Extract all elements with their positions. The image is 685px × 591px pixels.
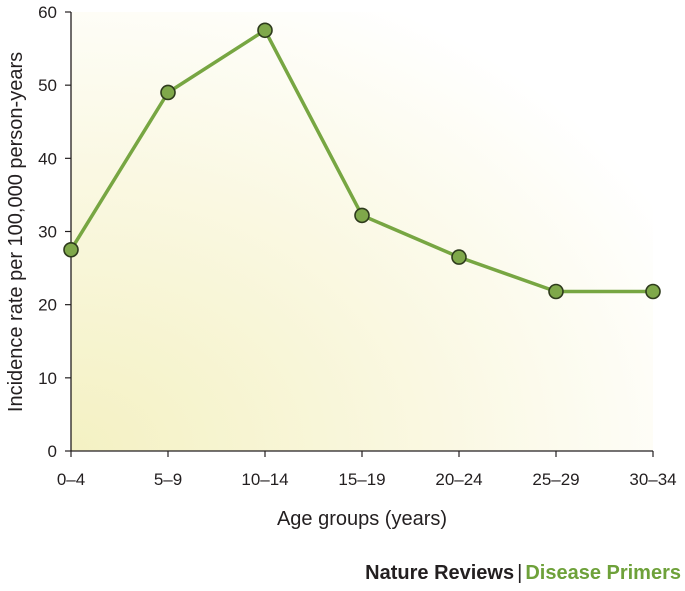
publisher-credit: Nature Reviews | Disease Primers bbox=[365, 562, 681, 585]
y-tick-label: 50 bbox=[38, 76, 57, 95]
y-tick-label: 20 bbox=[38, 296, 57, 315]
data-point bbox=[257, 22, 273, 39]
data-point bbox=[548, 283, 564, 300]
data-point bbox=[63, 241, 79, 258]
plot-background bbox=[71, 12, 653, 451]
y-tick-label: 40 bbox=[38, 149, 57, 168]
y-tick-label: 0 bbox=[48, 442, 57, 461]
y-tick-label: 30 bbox=[38, 223, 57, 242]
x-tick-label: 5–9 bbox=[154, 470, 182, 489]
x-axis-title: Age groups (years) bbox=[277, 508, 447, 530]
data-point bbox=[645, 283, 661, 300]
x-axis-ticks: 0–4 5–9 10–14 15–19 20–24 25–29 30–34 bbox=[57, 451, 677, 489]
data-point bbox=[451, 249, 467, 265]
data-point bbox=[354, 207, 370, 224]
x-tick-label: 10–14 bbox=[241, 470, 288, 489]
x-tick-label: 0–4 bbox=[57, 470, 85, 489]
x-tick-label: 15–19 bbox=[338, 470, 385, 489]
x-tick-label: 30–34 bbox=[629, 470, 676, 489]
y-axis-title: Incidence rate per 100,000 person-years bbox=[5, 52, 27, 412]
y-tick-label: 10 bbox=[38, 369, 57, 388]
data-points bbox=[63, 22, 661, 300]
data-point bbox=[160, 84, 176, 101]
y-tick-label: 60 bbox=[38, 3, 57, 22]
x-tick-label: 20–24 bbox=[435, 470, 482, 489]
x-tick-label: 25–29 bbox=[532, 470, 579, 489]
credit-separator: | bbox=[517, 562, 523, 584]
publisher-series: Disease Primers bbox=[525, 562, 681, 584]
publisher-brand: Nature Reviews bbox=[365, 562, 515, 584]
y-axis-ticks: 0 10 20 30 40 50 60 bbox=[38, 3, 71, 461]
